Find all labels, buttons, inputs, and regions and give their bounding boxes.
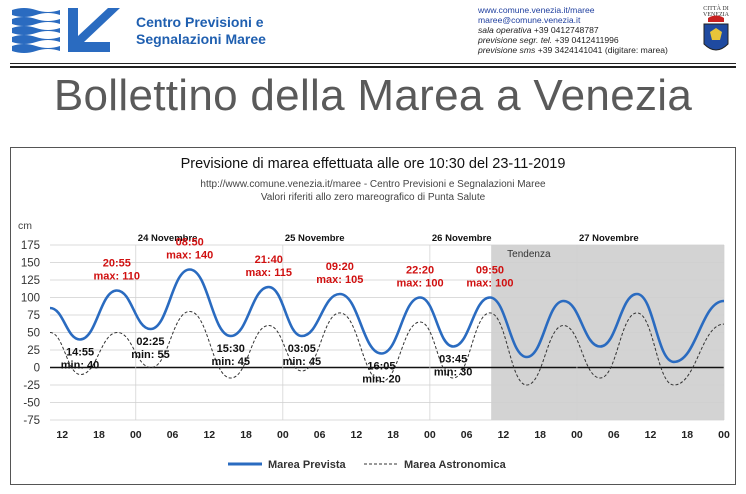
annotation-value: max: 105 bbox=[316, 274, 363, 286]
x-tick-label: 00 bbox=[718, 429, 730, 441]
annotation-time: 02:25 bbox=[136, 336, 164, 348]
annotation-time: 09:20 bbox=[326, 261, 354, 273]
annotation-time: 08:50 bbox=[176, 237, 204, 249]
org-name-line2: Segnalazioni Maree bbox=[136, 31, 266, 47]
annotation-time: 16:05 bbox=[367, 361, 395, 373]
x-tick-label: 00 bbox=[277, 429, 289, 441]
annotation-time: 14:55 bbox=[66, 347, 94, 359]
y-tick-label: 125 bbox=[21, 275, 40, 287]
header-rule-thick bbox=[10, 66, 736, 68]
annotation-value: max: 110 bbox=[94, 271, 140, 283]
x-tick-label: 12 bbox=[498, 429, 510, 441]
cpsm-logo bbox=[12, 8, 120, 53]
page-title: Bollettino della Marea a Venezia bbox=[53, 71, 693, 120]
annotation-time: 03:05 bbox=[288, 343, 316, 355]
annotation-value: min: 40 bbox=[61, 360, 100, 372]
y-tick-label: 25 bbox=[27, 345, 40, 357]
chart-subtitle-1: http://www.comune.venezia.it/maree - Cen… bbox=[200, 179, 546, 190]
y-tick-label: -50 bbox=[23, 398, 40, 410]
annotation-time: 21:40 bbox=[255, 254, 283, 266]
sms-line: previsione sms +39 3424141041 (digitare:… bbox=[478, 45, 668, 55]
segr-line: previsione segr. tel. +39 0412411996 bbox=[478, 35, 668, 45]
sala-phone: +39 0412748787 bbox=[533, 25, 599, 35]
sala-line: sala operativa +39 0412748787 bbox=[478, 25, 668, 35]
y-tick-label: -75 bbox=[23, 415, 40, 427]
y-tick-label: -25 bbox=[23, 380, 40, 392]
x-tick-label: 12 bbox=[351, 429, 363, 441]
x-tick-label: 06 bbox=[461, 429, 473, 441]
legend-label-forecast: Marea Prevista bbox=[268, 459, 347, 471]
annotation-value: min: 45 bbox=[211, 356, 250, 368]
venezia-crest-icon bbox=[703, 15, 729, 51]
org-name: Centro Previsioni e Segnalazioni Maree bbox=[136, 14, 266, 48]
annotation-value: min: 20 bbox=[362, 374, 401, 386]
email-link[interactable]: maree@comune.venezia.it bbox=[478, 15, 581, 25]
x-tick-label: 18 bbox=[240, 429, 252, 441]
x-tick-label: 06 bbox=[608, 429, 620, 441]
x-tick-label: 00 bbox=[571, 429, 583, 441]
segr-phone: +39 0412411996 bbox=[554, 35, 619, 45]
annotation-value: max: 115 bbox=[246, 267, 292, 279]
forecast-tide-line bbox=[49, 268, 725, 364]
day-label: 26 Novembre bbox=[432, 233, 492, 244]
x-tick-label: 00 bbox=[424, 429, 436, 441]
annotation-value: min: 55 bbox=[131, 349, 170, 361]
x-tick-label: 12 bbox=[645, 429, 657, 441]
y-axis-label: cm bbox=[18, 220, 32, 232]
org-name-line1: Centro Previsioni e bbox=[136, 14, 264, 30]
annotation-time: 20:55 bbox=[103, 258, 131, 270]
annotation-time: 09:50 bbox=[476, 265, 504, 277]
x-tick-label: 06 bbox=[314, 429, 326, 441]
x-tick-label: 18 bbox=[534, 429, 546, 441]
annotation-time: 22:20 bbox=[406, 265, 434, 277]
crest-label: CITTÀ DI VENEZIA bbox=[703, 6, 729, 18]
annotation-value: min: 45 bbox=[283, 356, 322, 368]
y-tick-label: 150 bbox=[21, 258, 40, 270]
legend-label-astronomic: Marea Astronomica bbox=[404, 459, 507, 471]
annotation-value: max: 100 bbox=[397, 278, 444, 290]
astronomic-tide-line bbox=[49, 310, 725, 386]
segr-label: previsione segr. tel. bbox=[478, 35, 553, 45]
annotation-value: max: 140 bbox=[166, 250, 213, 262]
sms-label: previsione sms bbox=[478, 45, 536, 55]
trend-label: Tendenza bbox=[507, 249, 551, 260]
x-tick-label: 00 bbox=[130, 429, 142, 441]
website-link[interactable]: www.comune.venezia.it/maree bbox=[478, 5, 595, 15]
y-tick-label: 75 bbox=[27, 310, 40, 322]
chart-title: Previsione di marea effettuata alle ore … bbox=[180, 156, 566, 172]
day-label: 27 Novembre bbox=[579, 233, 639, 244]
annotation-time: 15:30 bbox=[217, 343, 245, 355]
header-rule bbox=[10, 63, 736, 64]
x-tick-label: 12 bbox=[56, 429, 68, 441]
annotation-time: 03:45 bbox=[439, 354, 467, 366]
x-tick-label: 06 bbox=[167, 429, 179, 441]
chart-subtitle-2: Valori riferiti allo zero mareografico d… bbox=[260, 192, 486, 203]
annotation-value: min: 30 bbox=[434, 367, 473, 379]
y-tick-label: 50 bbox=[27, 328, 40, 340]
y-tick-label: 0 bbox=[34, 363, 40, 375]
day-label: 24 Novembre bbox=[138, 233, 198, 244]
x-tick-label: 18 bbox=[387, 429, 399, 441]
sala-label: sala operativa bbox=[478, 25, 532, 35]
x-tick-label: 12 bbox=[203, 429, 215, 441]
x-tick-label: 18 bbox=[681, 429, 693, 441]
day-label: 25 Novembre bbox=[285, 233, 345, 244]
y-tick-label: 175 bbox=[21, 240, 40, 252]
sms-phone: +39 3424141041 (digitare: marea) bbox=[537, 45, 668, 55]
contact-block: www.comune.venezia.it/maree maree@comune… bbox=[478, 5, 668, 55]
annotation-value: max: 100 bbox=[466, 278, 513, 290]
y-tick-label: 100 bbox=[21, 293, 40, 305]
x-tick-label: 18 bbox=[93, 429, 105, 441]
